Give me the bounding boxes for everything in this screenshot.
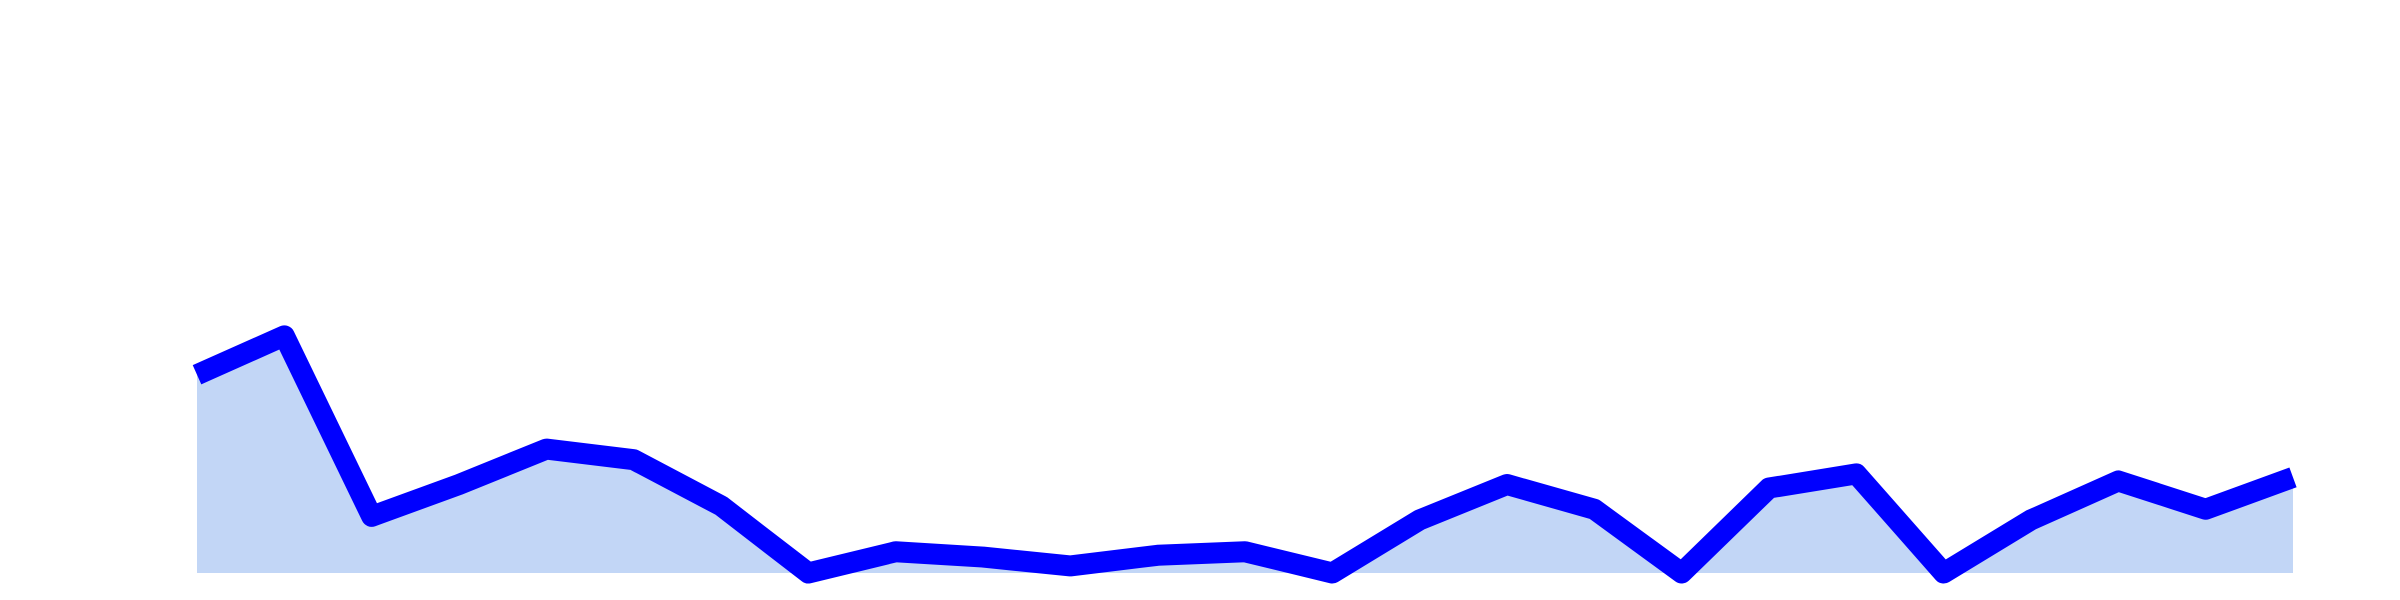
series-line-layer xyxy=(192,325,2297,584)
series-line xyxy=(192,325,2297,584)
